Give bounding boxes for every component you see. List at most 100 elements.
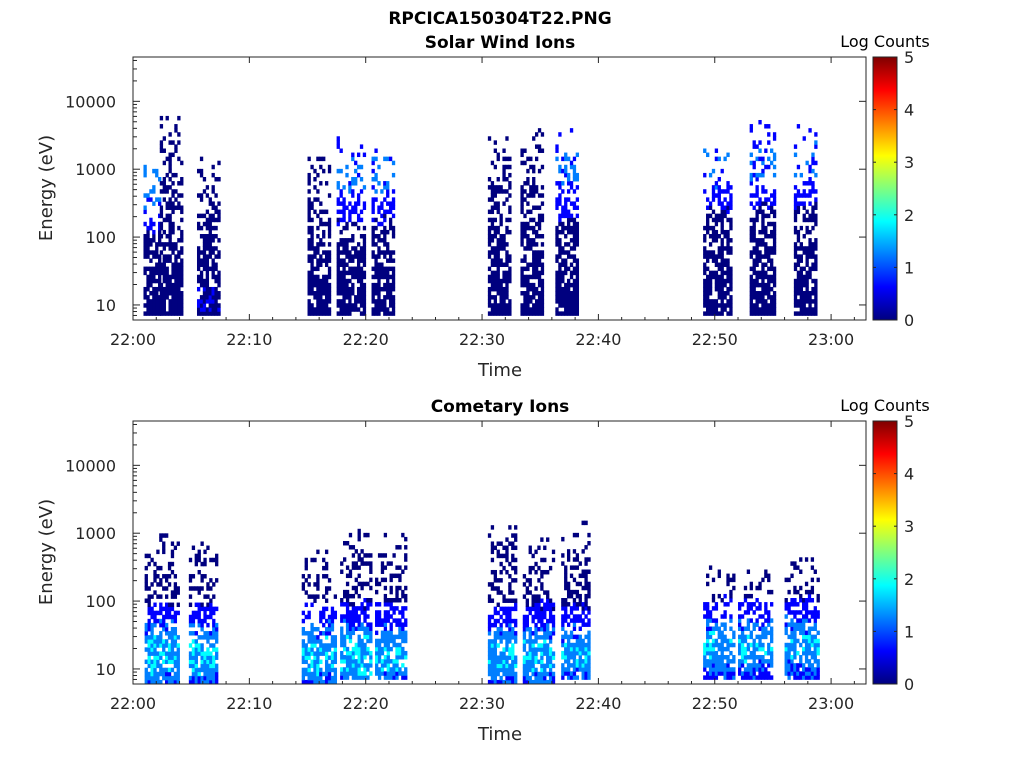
heatmap-cell <box>307 574 311 579</box>
heatmap-cell <box>732 642 736 648</box>
heatmap-cell <box>811 156 815 162</box>
heatmap-cell <box>304 671 308 677</box>
heatmap-cell <box>214 278 218 284</box>
heatmap-cell <box>584 593 588 599</box>
heatmap-cell <box>714 270 719 276</box>
heatmap-cell <box>726 185 730 190</box>
heatmap-cell <box>313 675 317 681</box>
heatmap-cell <box>150 610 154 616</box>
heatmap-cell <box>362 286 367 292</box>
heatmap-cell <box>159 622 163 628</box>
heatmap-cell <box>802 246 806 251</box>
heatmap-cell <box>758 229 762 235</box>
heatmap-cell <box>487 209 492 215</box>
heatmap-cell <box>764 573 768 579</box>
heatmap-cell <box>505 250 509 255</box>
heatmap-cell <box>729 303 733 308</box>
heatmap-cell <box>330 659 335 665</box>
heatmap-cell <box>380 634 385 640</box>
heatmap-cell <box>764 667 768 672</box>
heatmap-cell <box>310 639 314 644</box>
heatmap-cell <box>711 646 716 652</box>
heatmap-cell <box>787 602 791 607</box>
heatmap-cell <box>383 156 387 162</box>
heatmap-cell <box>711 606 716 611</box>
heatmap-cell <box>203 651 207 656</box>
heatmap-cell <box>537 303 542 308</box>
heatmap-cell <box>362 274 367 280</box>
heatmap-cell <box>540 193 545 198</box>
heatmap-cell <box>572 286 577 292</box>
heatmap-cell <box>380 205 384 210</box>
heatmap-cell <box>508 254 512 259</box>
heatmap-cell <box>313 266 317 272</box>
heatmap-cell <box>752 622 756 627</box>
heatmap-cell <box>752 655 756 660</box>
heatmap-cell <box>162 136 166 141</box>
heatmap-cell <box>301 618 306 624</box>
heatmap-cell <box>525 622 529 628</box>
heatmap-cell <box>316 675 320 681</box>
heatmap-cell <box>345 242 349 247</box>
heatmap-cell <box>499 291 503 296</box>
heatmap-cell <box>165 234 169 239</box>
heatmap-cell <box>330 679 335 685</box>
heatmap-cell <box>790 630 794 636</box>
heatmap-cell <box>714 655 719 660</box>
heatmap-cell <box>526 299 530 304</box>
heatmap-cell <box>804 667 809 672</box>
heatmap-cell <box>356 278 361 284</box>
heatmap-cell <box>714 221 719 227</box>
heatmap-cell <box>324 299 329 304</box>
heatmap-cell <box>324 286 329 292</box>
heatmap-cell <box>383 626 388 631</box>
heatmap-cell <box>499 553 503 559</box>
heatmap-cell <box>214 262 218 267</box>
heatmap-cell <box>540 659 544 665</box>
heatmap-cell <box>348 532 353 538</box>
heatmap-cell <box>566 197 571 202</box>
heatmap-cell <box>813 610 817 615</box>
heatmap-cell <box>767 614 771 619</box>
heatmap-cell <box>546 594 550 599</box>
heatmap-cell <box>572 205 577 210</box>
heatmap-cell <box>523 258 527 263</box>
heatmap-cell <box>546 647 550 652</box>
heatmap-cell <box>540 295 545 300</box>
heatmap-cell <box>537 602 541 608</box>
heatmap-cell <box>523 274 527 280</box>
heatmap-cell <box>520 258 524 263</box>
heatmap-cell <box>159 303 164 308</box>
heatmap-cell <box>738 646 742 652</box>
heatmap-cell <box>351 181 355 186</box>
heatmap-cell <box>342 278 346 284</box>
heatmap-cell <box>720 242 724 247</box>
heatmap-cell <box>322 565 326 571</box>
colorbar-tick-label: 4 <box>904 465 914 484</box>
heatmap-cell <box>360 610 364 615</box>
heatmap-cell <box>153 574 157 579</box>
heatmap-cell <box>327 229 332 235</box>
heatmap-cell <box>508 266 512 272</box>
heatmap-cell <box>523 295 527 300</box>
heatmap-cell <box>348 295 352 300</box>
heatmap-cell <box>180 246 184 251</box>
heatmap-cell <box>313 659 317 665</box>
heatmap-cell <box>569 254 574 259</box>
heatmap-cell <box>561 270 565 276</box>
heatmap-cell <box>772 229 777 235</box>
heatmap-cell <box>752 221 756 227</box>
heatmap-cell <box>401 634 405 640</box>
heatmap-cell <box>496 541 500 546</box>
heatmap-cell <box>404 553 408 558</box>
heatmap-cell <box>729 299 733 304</box>
heatmap-cell <box>514 671 518 677</box>
heatmap-cell <box>159 635 163 640</box>
heatmap-cell <box>534 303 539 308</box>
heatmap-cell <box>336 303 340 308</box>
heatmap-cell <box>356 164 361 170</box>
heatmap-cell <box>807 663 812 668</box>
heatmap-cell <box>343 655 347 660</box>
heatmap-cell <box>502 663 506 669</box>
heatmap-cell <box>511 643 515 648</box>
